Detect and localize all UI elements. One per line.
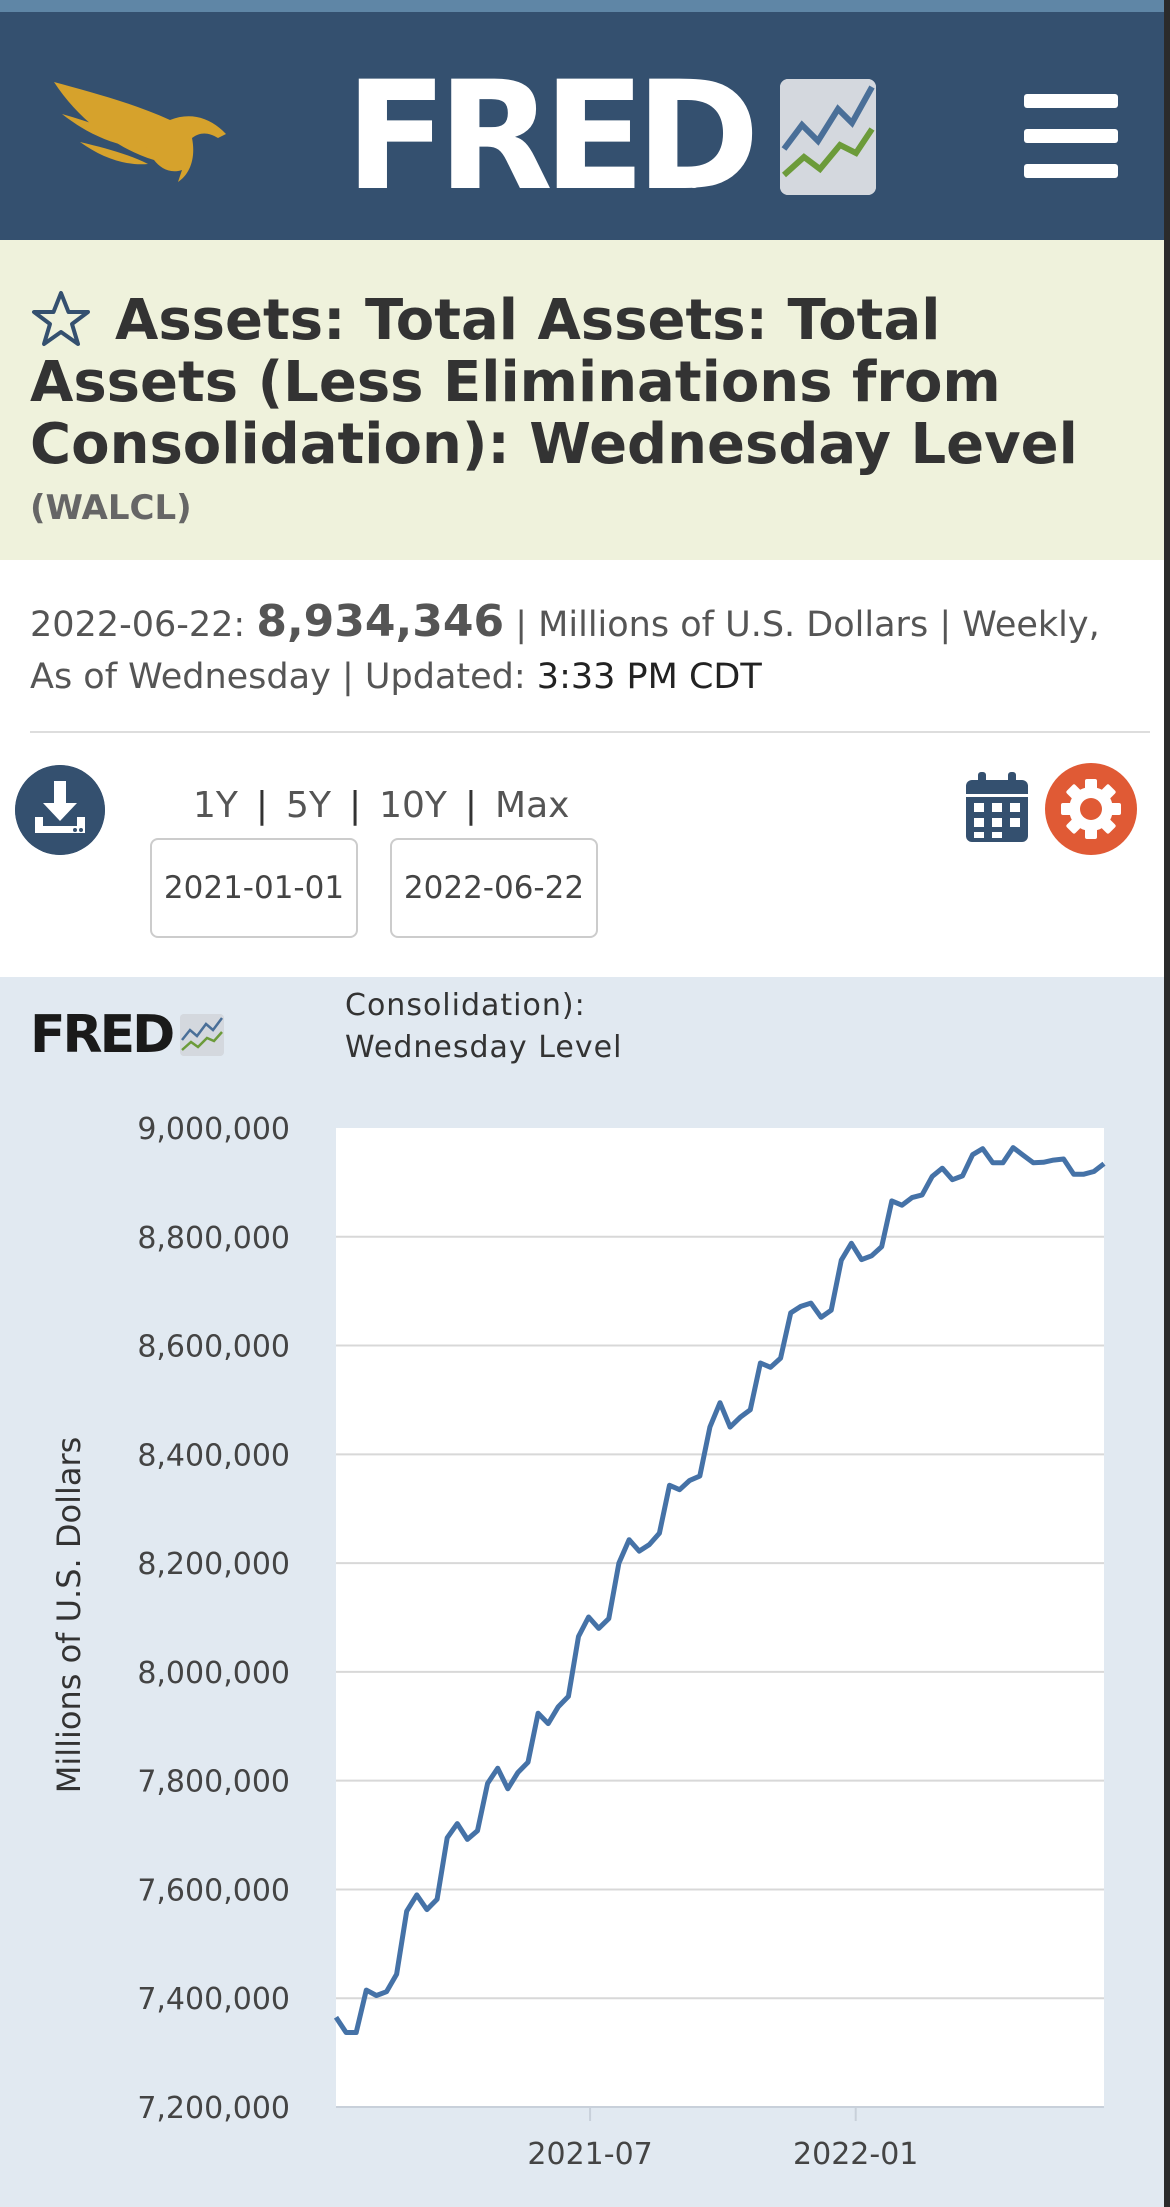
- registered-mark: ®: [685, 172, 703, 193]
- range-separator: |: [348, 785, 362, 826]
- y-tick-label: 8,600,000: [137, 1330, 290, 1365]
- separator: |: [341, 657, 354, 697]
- observation-date: 2022-06-22:: [30, 605, 246, 645]
- series-id: (WALCL): [30, 488, 192, 528]
- series-title: Assets: Total Assets: Total Assets (Less…: [30, 288, 1078, 477]
- series-title-section: Assets: Total Assets: Total Assets (Less…: [0, 240, 1164, 560]
- y-tick-label: 7,800,000: [137, 1765, 290, 1800]
- series-line[interactable]: [333, 1145, 1106, 2035]
- updated-label: Updated:: [364, 657, 526, 697]
- window-edge: [1164, 0, 1170, 2207]
- observation-units: Millions of U.S. Dollars: [538, 605, 929, 645]
- y-tick-label: 7,400,000: [137, 1982, 290, 2017]
- menu-bar: [1024, 94, 1118, 108]
- y-tick-label: 7,200,000: [137, 2091, 290, 2126]
- y-tick-label: 9,000,000: [137, 1112, 290, 1147]
- y-axis-label: Millions of U.S. Dollars: [50, 1437, 88, 1794]
- eagle-logo-icon[interactable]: [50, 62, 240, 202]
- chart-title: Consolidation): Wednesday Level: [345, 985, 622, 1069]
- observation-value: 8,934,346: [256, 596, 505, 647]
- range-selector: 1Y | 5Y | 10Y | Max: [193, 785, 569, 826]
- calendar-icon[interactable]: [964, 770, 1030, 844]
- fred-logo-text: FRED: [345, 50, 760, 224]
- top-strip: [0, 0, 1170, 12]
- range-separator: |: [255, 785, 269, 826]
- chart-logo-text: FRED: [30, 1005, 175, 1065]
- y-tick-label: 8,800,000: [137, 1221, 290, 1256]
- y-tick-label: 7,600,000: [137, 1873, 290, 1908]
- range-max[interactable]: Max: [495, 785, 570, 826]
- y-tick-label: 8,000,000: [137, 1656, 290, 1691]
- divider: [30, 731, 1150, 733]
- download-icon[interactable]: [15, 765, 105, 855]
- menu-bar: [1024, 129, 1118, 143]
- hamburger-menu-icon[interactable]: [1024, 94, 1118, 178]
- start-date-input[interactable]: 2021-01-01: [150, 838, 358, 938]
- chart-logo-graph-icon: [180, 1014, 225, 1056]
- x-tick-label: 2022-01: [793, 2137, 918, 2172]
- plot-area: [336, 1128, 1104, 2107]
- range-5y[interactable]: 5Y: [286, 785, 331, 826]
- y-tick-label: 8,400,000: [137, 1438, 290, 1473]
- range-10y[interactable]: 10Y: [379, 785, 447, 826]
- star-outline-icon[interactable]: [30, 290, 92, 350]
- end-date-input[interactable]: 2022-06-22: [390, 838, 598, 938]
- observation-frequency: Weekly, As of Wednesday: [30, 605, 1100, 697]
- menu-bar: [1024, 164, 1118, 178]
- chart-fred-logo[interactable]: FRED: [30, 1005, 225, 1065]
- logo-graph-icon: [779, 79, 876, 195]
- y-tick-label: 8,200,000: [137, 1547, 290, 1582]
- fred-logo[interactable]: FRED ®: [345, 62, 876, 212]
- separator: |: [515, 605, 528, 645]
- x-tick-label: 2021-07: [527, 2137, 652, 2172]
- range-separator: |: [464, 785, 478, 826]
- gear-icon[interactable]: [1045, 763, 1137, 855]
- observation-summary: 2022-06-22: 8,934,346 | Millions of U.S.…: [30, 596, 1150, 703]
- line-chart[interactable]: 9,000,000 8,800,000 8,600,000 8,400,000 8,20…: [0, 1090, 1164, 2207]
- chart-title-line: Wednesday Level: [345, 1030, 623, 1065]
- updated-time: 3:33 PM CDT: [536, 657, 762, 697]
- separator: |: [939, 605, 952, 645]
- range-1y[interactable]: 1Y: [193, 785, 238, 826]
- chart-title-line: Consolidation):: [345, 988, 586, 1023]
- site-header: FRED ®: [0, 12, 1164, 240]
